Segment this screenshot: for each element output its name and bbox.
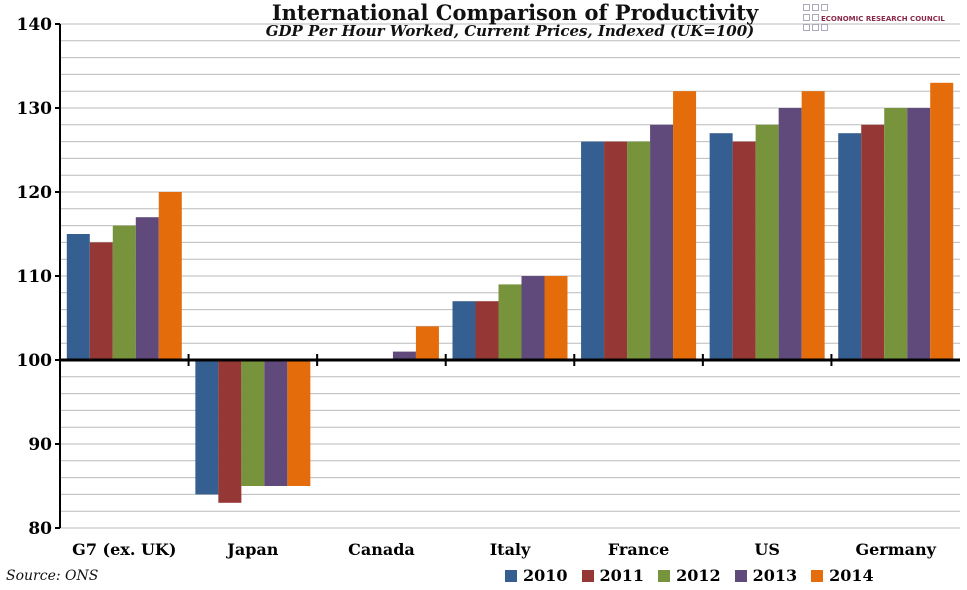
bar-2013 [650,124,674,360]
legend-swatch [658,569,671,582]
bar-2010 [581,141,605,360]
bar-2014 [158,192,182,360]
bar-2014 [801,91,825,360]
legend-label: 2013 [752,566,798,585]
chart-subtitle: GDP Per Hour Worked, Current Prices, Ind… [265,22,755,40]
legend-label: 2011 [599,566,645,585]
bar-2013 [264,360,288,486]
erc-logo: ECONOMIC RESEARCH COUNCIL [803,4,945,34]
bar-2012 [884,108,908,360]
bar-2010 [709,133,733,360]
bar-2010 [452,301,476,360]
x-tick-label: US [754,540,780,559]
y-tick-label: 120 [17,183,53,203]
bar-2013 [907,108,931,360]
bar-2011 [475,301,499,360]
legend-swatch [505,569,517,582]
legend-item: 2013 [734,566,798,585]
x-tick-label: Italy [490,540,531,559]
bar-2011 [604,141,628,360]
bar-2012 [498,284,522,360]
bar-2012 [112,225,136,360]
bar-2013 [778,108,802,360]
x-tick-label: Germany [855,540,936,559]
legend-item: 2012 [658,566,721,585]
bar-2011 [218,360,242,503]
y-tick-label: 140 [17,15,53,35]
bar-2014 [930,82,954,361]
legend-item: 2010 [505,566,568,585]
bar-2010 [195,360,219,495]
bar-2014 [544,276,568,360]
bar-2012 [755,124,779,360]
y-tick-label: 80 [28,519,52,539]
bar-2013 [521,276,545,360]
legend-item: 2014 [811,566,874,585]
legend-swatch [581,569,594,582]
legend-label: 2012 [676,566,721,585]
y-tick-label: 130 [17,99,53,119]
bar-2010 [66,234,90,360]
bar-2011 [89,242,113,360]
y-tick-label: 100 [17,351,53,371]
bar-2012 [241,360,265,486]
bar-2010 [838,133,862,360]
legend-label: 2014 [829,566,874,585]
legend: 2010 2011 2012 2013 2014 [505,566,874,585]
x-tick-label: G7 (ex. UK) [72,540,176,559]
legend-swatch [811,569,824,582]
bar-2014 [415,326,439,360]
bar-2014 [673,91,697,360]
bar-2013 [392,351,416,360]
legend-item: 2011 [581,566,645,585]
x-tick-label: Japan [225,540,278,559]
bar-2013 [135,217,159,360]
bar-2011 [861,124,885,360]
x-tick-label: Canada [348,540,415,559]
chart-title: International Comparison of Productivity [271,0,759,25]
legend-swatch [734,569,747,582]
source-note: Source: ONS [6,568,99,584]
x-tick-label: France [608,540,669,559]
logo-text: ECONOMIC RESEARCH COUNCIL [821,15,945,23]
legend-label: 2010 [523,566,568,585]
bar-2012 [627,141,651,360]
bar-2011 [732,141,756,360]
y-tick-label: 90 [28,435,52,455]
bar-2014 [287,360,311,486]
y-tick-label: 110 [17,267,53,287]
